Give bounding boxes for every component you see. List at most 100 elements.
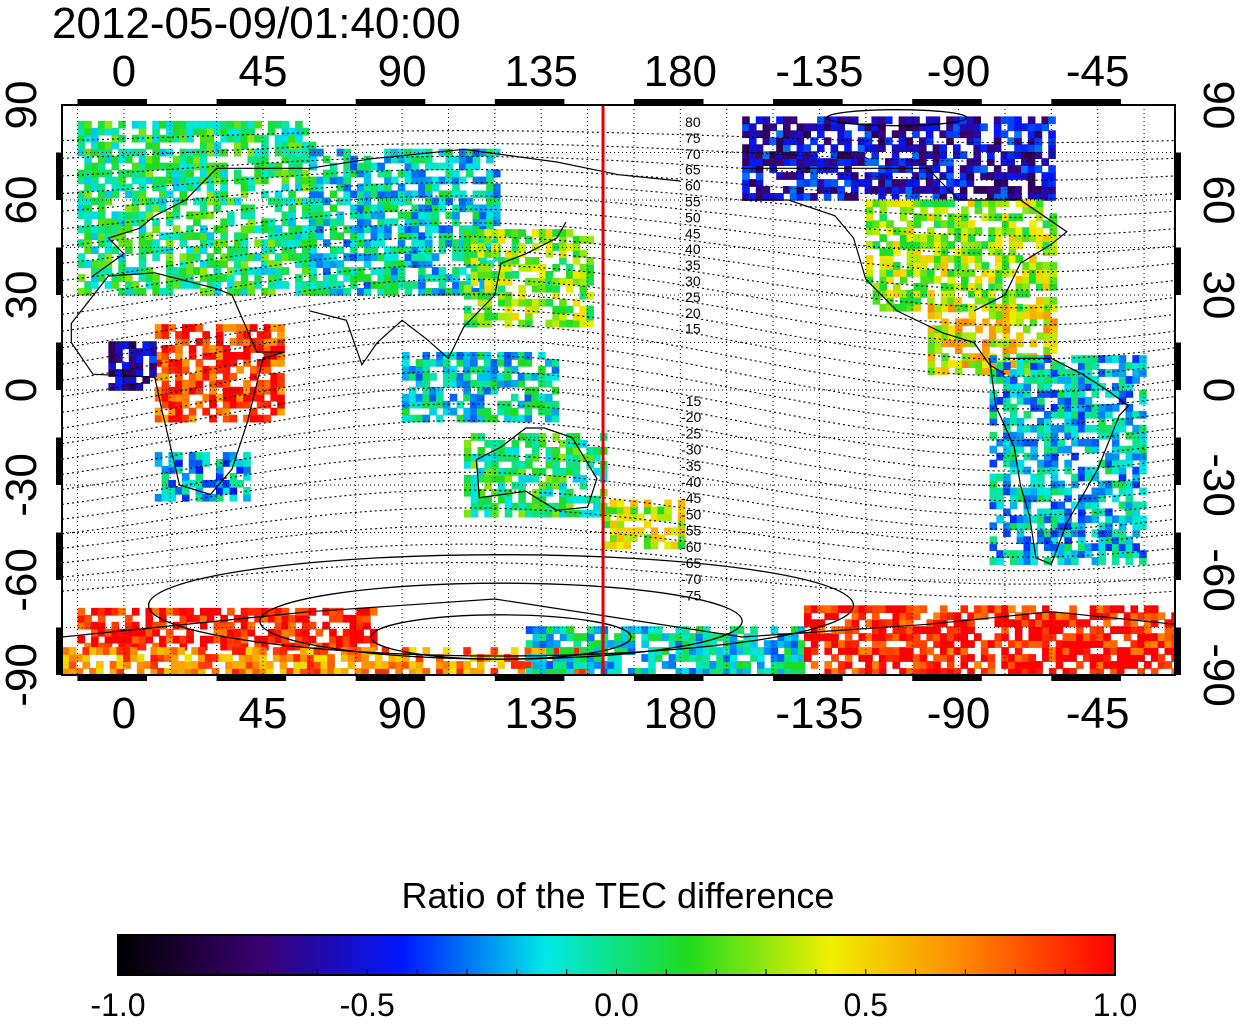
tec-data-cell — [940, 289, 949, 298]
tec-data-cell — [267, 274, 276, 282]
tec-data-cell — [1111, 550, 1120, 558]
tec-data-cell — [593, 626, 602, 634]
tec-data-cell — [408, 393, 417, 402]
tec-data-cell — [940, 633, 948, 641]
tec-data-cell — [363, 288, 372, 296]
tec-data-cell — [552, 640, 561, 648]
tec-data-cell — [1116, 661, 1125, 669]
tec-data-cell — [152, 218, 160, 227]
tec-data-cell — [84, 190, 92, 199]
tec-data-cell — [524, 647, 533, 655]
tec-data-cell — [551, 647, 560, 655]
tec-data-cell — [614, 640, 622, 648]
tec-data-cell — [1043, 452, 1052, 461]
tec-data-cell — [572, 298, 581, 307]
tec-data-cell — [131, 134, 140, 143]
tec-data-cell — [193, 614, 201, 623]
tec-data-cell — [1055, 640, 1064, 648]
tec-data-cell — [1008, 269, 1017, 277]
tec-data-cell — [408, 647, 417, 655]
tec-data-cell — [1001, 296, 1010, 305]
tec-data-cell — [456, 352, 465, 360]
tec-data-cell — [539, 661, 547, 669]
tec-data-cell — [1077, 355, 1086, 363]
tec-data-cell — [1014, 661, 1023, 669]
tec-data-cell — [988, 206, 996, 215]
tec-data-cell — [402, 400, 410, 409]
tec-data-cell — [974, 296, 983, 305]
tec-data-cell — [1042, 241, 1051, 249]
tec-data-cell — [1118, 424, 1127, 433]
tec-data-cell — [974, 241, 983, 249]
tec-data-cell — [1055, 661, 1064, 669]
tec-data-cell — [1041, 158, 1050, 166]
tec-data-cell — [961, 303, 969, 312]
tec-data-cell — [975, 353, 983, 362]
tec-data-cell — [91, 141, 99, 150]
tec-data-cell — [123, 647, 131, 655]
tec-data-cell — [152, 281, 160, 289]
tec-data-cell — [476, 372, 485, 381]
tec-data-cell — [995, 318, 1004, 327]
tec-data-cell — [1110, 647, 1118, 655]
tec-data-cell — [179, 176, 188, 185]
tec-data-cell — [1062, 647, 1071, 655]
tec-data-cell — [1150, 640, 1159, 648]
tec-data-cell — [886, 262, 894, 270]
tec-data-cell — [424, 288, 433, 296]
tec-data-cell — [308, 141, 317, 150]
tec-data-cell — [981, 262, 990, 270]
tec-data-cell — [565, 263, 574, 272]
tec-data-cell — [206, 162, 215, 171]
tec-data-cell — [286, 654, 295, 662]
tec-data-cell — [281, 239, 290, 248]
tec-data-cell — [1036, 311, 1045, 320]
tec-data-cell — [920, 199, 928, 208]
tec-data-cell — [1071, 417, 1079, 426]
tec-data-cell — [281, 253, 290, 261]
tec-data-cell — [967, 668, 975, 675]
contour-line — [62, 195, 1175, 237]
tec-data-cell — [898, 165, 907, 173]
tec-data-cell — [274, 253, 283, 261]
tec-data-cell — [1043, 369, 1052, 377]
tec-data-cell — [424, 232, 433, 241]
tec-data-cell — [545, 284, 554, 293]
tec-data-cell — [240, 642, 249, 651]
tec-data-cell — [484, 440, 492, 448]
tec-data-cell — [1022, 325, 1031, 334]
tec-data-cell — [384, 246, 392, 254]
tec-data-cell — [1016, 445, 1025, 454]
contour-label: 80 — [685, 114, 701, 130]
tec-data-cell — [1036, 304, 1045, 313]
tec-data-cell — [1023, 355, 1032, 363]
tec-data-cell — [995, 199, 1003, 208]
tec-data-cell — [871, 186, 879, 194]
tec-data-cell — [940, 262, 949, 270]
tec-data-cell — [939, 186, 948, 194]
tec-data-cell — [572, 509, 581, 518]
tec-data-cell — [1130, 605, 1139, 614]
tec-data-cell — [782, 116, 791, 125]
tec-data-cell — [1028, 605, 1037, 614]
tec-data-cell — [181, 400, 190, 409]
tec-data-cell — [452, 288, 460, 296]
tec-data-cell — [277, 324, 285, 332]
tec-data-cell — [452, 253, 460, 261]
tec-data-cell — [1015, 227, 1024, 235]
tec-data-cell — [138, 176, 147, 185]
tec-data-cell — [227, 120, 235, 129]
tec-data-cell — [397, 225, 406, 234]
tec-data-cell — [240, 281, 249, 289]
tec-data-cell — [837, 193, 845, 201]
tec-data-cell — [369, 642, 378, 651]
tec-data-cell — [188, 372, 197, 381]
tec-data-cell — [940, 612, 948, 621]
tec-data-cell — [198, 668, 206, 675]
tec-data-cell — [309, 274, 317, 282]
tec-data-cell — [858, 668, 867, 675]
tec-data-cell — [879, 199, 888, 208]
tec-data-cell — [1096, 654, 1105, 662]
tec-data-cell — [404, 260, 413, 268]
